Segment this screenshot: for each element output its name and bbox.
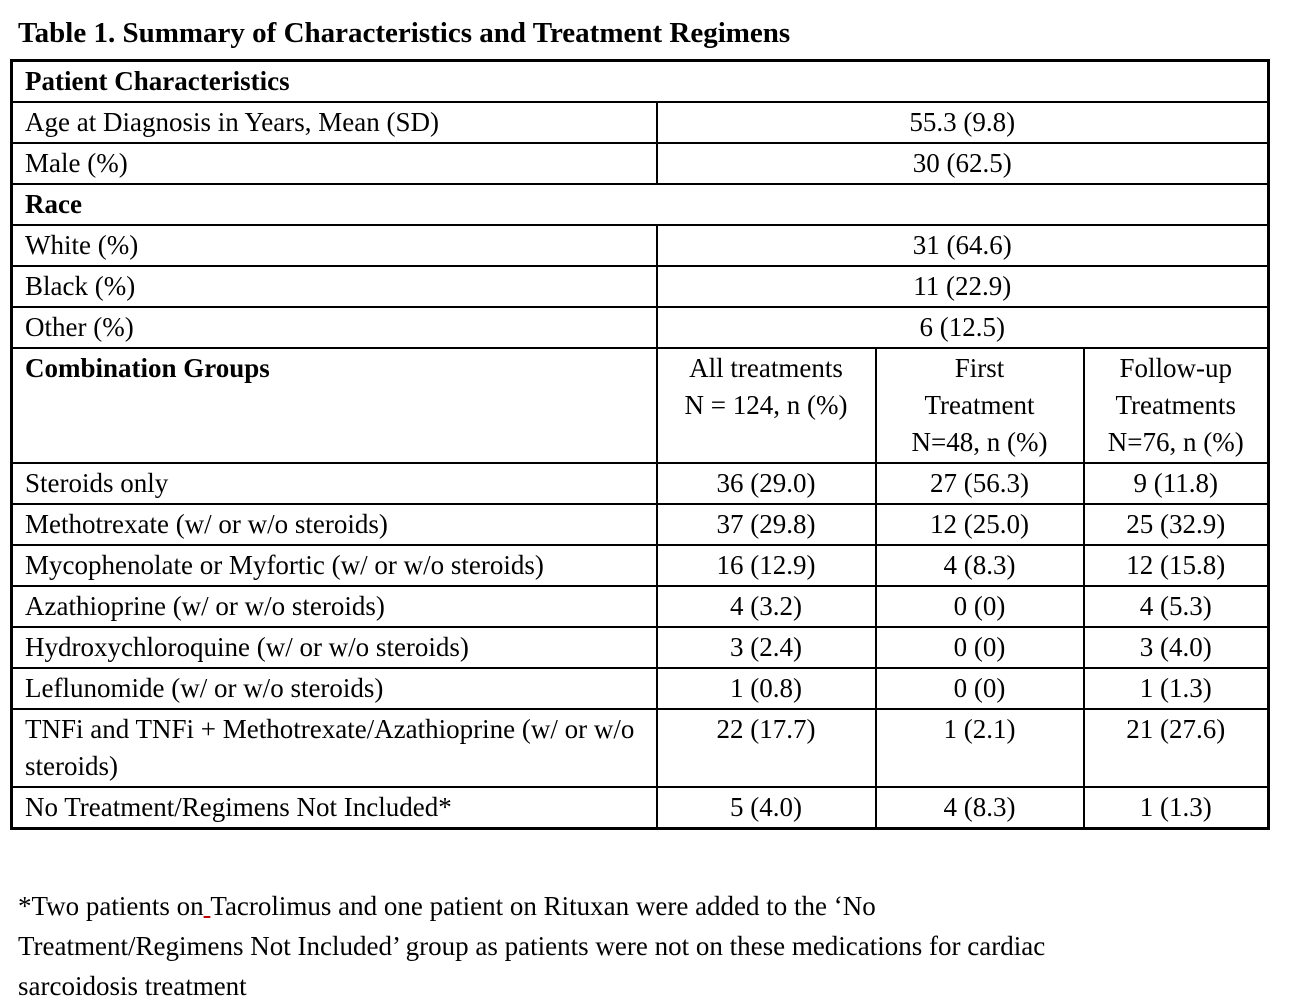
- cell-all-treatments: 1 (0.8): [655, 667, 877, 710]
- row-label-male: Male (%): [10, 142, 658, 185]
- cell-first-treatment: 1 (2.1): [874, 708, 1085, 788]
- cell-all-treatments: 3 (2.4): [655, 626, 877, 669]
- table-title: Table 1. Summary of Characteristics and …: [18, 17, 791, 49]
- row-label-black: Black (%): [10, 265, 658, 308]
- row-label: Hydroxychloroquine (w/ or w/o steroids): [10, 626, 658, 669]
- table-row-other: Other (%) 6 (12.5): [10, 306, 1270, 349]
- cell-all-treatments: 5 (4.0): [655, 786, 877, 830]
- cell-followup-treatments: 4 (5.3): [1082, 585, 1270, 628]
- cell-first-treatment: 4 (8.3): [874, 544, 1085, 587]
- table-row: Steroids only 36 (29.0) 27 (56.3) 9 (11.…: [10, 462, 1270, 505]
- row-label: Methotrexate (w/ or w/o steroids): [10, 503, 658, 546]
- section-row-race: Race: [10, 183, 1270, 226]
- cell-first-treatment: 0 (0): [874, 585, 1085, 628]
- cell-followup-treatments: 25 (32.9): [1082, 503, 1270, 546]
- row-label-other: Other (%): [10, 306, 658, 349]
- table-row-age: Age at Diagnosis in Years, Mean (SD) 55.…: [10, 101, 1270, 144]
- row-label-age: Age at Diagnosis in Years, Mean (SD): [10, 101, 658, 144]
- section-row-patient-characteristics: Patient Characteristics: [10, 59, 1270, 103]
- section-label-patient-characteristics: Patient Characteristics: [10, 59, 1270, 103]
- row-label: Leflunomide (w/ or w/o steroids): [10, 667, 658, 710]
- section-label-race: Race: [10, 183, 1270, 226]
- row-value-age: 55.3 (9.8): [655, 101, 1270, 144]
- column-header-followup-treatments: Follow-up Treatments N=76, n (%): [1082, 347, 1270, 464]
- column-header-all-treatments: All treatments N = 124, n (%): [655, 347, 877, 464]
- cell-all-treatments: 37 (29.8): [655, 503, 877, 546]
- cell-followup-treatments: 9 (11.8): [1082, 462, 1270, 505]
- cell-first-treatment: 12 (25.0): [874, 503, 1085, 546]
- cell-first-treatment: 0 (0): [874, 667, 1085, 710]
- cell-followup-treatments: 12 (15.8): [1082, 544, 1270, 587]
- footnote: *Two patients on Tacrolimus and one pati…: [18, 886, 1258, 1006]
- table-row: Leflunomide (w/ or w/o steroids) 1 (0.8)…: [10, 667, 1270, 710]
- footnote-text-start: *Two patients on: [18, 891, 204, 921]
- cell-all-treatments: 16 (12.9): [655, 544, 877, 587]
- cell-all-treatments: 22 (17.7): [655, 708, 877, 788]
- table-row-white: White (%) 31 (64.6): [10, 224, 1270, 267]
- footnote-text-end: Tacrolimus and one patient on Rituxan we…: [18, 891, 1046, 1001]
- row-label: No Treatment/Regimens Not Included*: [10, 786, 658, 830]
- cell-followup-treatments: 3 (4.0): [1082, 626, 1270, 669]
- row-value-white: 31 (64.6): [655, 224, 1270, 267]
- cell-all-treatments: 36 (29.0): [655, 462, 877, 505]
- row-value-male: 30 (62.5): [655, 142, 1270, 185]
- row-label: Steroids only: [10, 462, 658, 505]
- combination-header-row: Combination Groups All treatments N = 12…: [10, 347, 1270, 464]
- table-row: Azathioprine (w/ or w/o steroids) 4 (3.2…: [10, 585, 1270, 628]
- row-label: Azathioprine (w/ or w/o steroids): [10, 585, 658, 628]
- cell-first-treatment: 27 (56.3): [874, 462, 1085, 505]
- cell-first-treatment: 0 (0): [874, 626, 1085, 669]
- cell-first-treatment: 4 (8.3): [874, 786, 1085, 830]
- table-row: Hydroxychloroquine (w/ or w/o steroids) …: [10, 626, 1270, 669]
- row-label-white: White (%): [10, 224, 658, 267]
- cell-followup-treatments: 21 (27.6): [1082, 708, 1270, 788]
- cell-followup-treatments: 1 (1.3): [1082, 667, 1270, 710]
- column-header-first-treatment: First Treatment N=48, n (%): [874, 347, 1085, 464]
- cell-followup-treatments: 1 (1.3): [1082, 786, 1270, 830]
- table-row: Mycophenolate or Myfortic (w/ or w/o ste…: [10, 544, 1270, 587]
- table-row: TNFi and TNFi + Methotrexate/Azathioprin…: [10, 708, 1270, 788]
- table-row: No Treatment/Regimens Not Included* 5 (4…: [10, 786, 1270, 830]
- summary-table: Patient Characteristics Age at Diagnosis…: [10, 59, 1271, 830]
- table-row-black: Black (%) 11 (22.9): [10, 265, 1270, 308]
- table-row-male: Male (%) 30 (62.5): [10, 142, 1270, 185]
- row-label: Mycophenolate or Myfortic (w/ or w/o ste…: [10, 544, 658, 587]
- table-row: Methotrexate (w/ or w/o steroids) 37 (29…: [10, 503, 1270, 546]
- row-label: TNFi and TNFi + Methotrexate/Azathioprin…: [10, 708, 658, 788]
- row-value-black: 11 (22.9): [655, 265, 1270, 308]
- row-value-other: 6 (12.5): [655, 306, 1270, 349]
- section-label-combination-groups: Combination Groups: [10, 347, 658, 464]
- cell-all-treatments: 4 (3.2): [655, 585, 877, 628]
